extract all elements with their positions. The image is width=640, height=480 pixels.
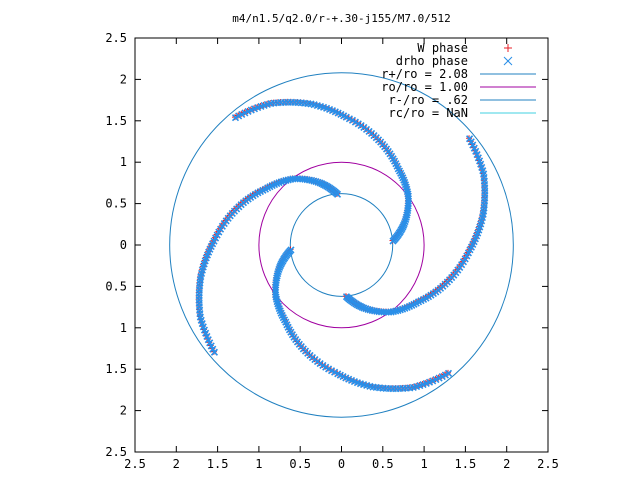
drho-phase-point: [465, 135, 474, 143]
y-tick-label: 0.5: [105, 197, 127, 211]
drho-phase-point: [231, 114, 240, 122]
reference-circle: [289, 193, 394, 297]
drho-phase-point: [360, 304, 368, 312]
x-tick-label: 0: [338, 457, 345, 471]
x-tick-label: 2: [503, 457, 510, 471]
drho-phase-point: [210, 348, 219, 356]
axis-ticks: 2.5 2 1.5 1 0.5 0 0.5 1 1.5 2 2.52.521.510.500.511…: [105, 31, 559, 471]
y-tick-label: 2.5: [105, 445, 127, 459]
legend-label: drho phase: [396, 54, 468, 68]
legend-label: rc/ro = NaN: [389, 106, 468, 120]
legend-label: W phase: [417, 41, 468, 55]
y-tick-label: 2: [120, 404, 127, 418]
legend-label: r+/ro = 2.08: [381, 67, 468, 81]
drho-phase-point: [444, 369, 453, 377]
legend-label: r-/ro = .62: [389, 93, 468, 107]
drho-phase-point: [276, 263, 284, 271]
x-tick-label: 1.5: [207, 457, 229, 471]
x-tick-label: 1.5: [455, 457, 477, 471]
reference-circles: [169, 72, 514, 418]
y-tick-label: 1: [120, 321, 127, 335]
x-tick-label: 2: [173, 457, 180, 471]
x-tick-label: 1: [420, 457, 427, 471]
y-tick-label: 2.5: [105, 31, 127, 45]
reference-circle: [258, 161, 425, 329]
y-tick-label: 0: [120, 238, 127, 252]
x-tick-label: 2.5: [124, 457, 146, 471]
x-tick-label: 0.5: [372, 457, 394, 471]
drho-phase-point: [400, 220, 408, 228]
y-tick-label: 0.5: [105, 279, 127, 293]
reference-circle: [169, 72, 514, 418]
chart-title: m4/n1.5/q2.0/r-+.30-j155/M7.0/512: [232, 12, 451, 25]
x-tick-label: 2.5: [537, 457, 559, 471]
legend-label: ro/ro = 1.00: [381, 80, 468, 94]
data-points: [195, 98, 489, 393]
y-tick-label: 1: [120, 155, 127, 169]
y-tick-label: 1.5: [105, 362, 127, 376]
y-tick-label: 2: [120, 72, 127, 86]
legend-swatch: [503, 56, 513, 66]
x-tick-label: 1: [255, 457, 262, 471]
y-tick-label: 1.5: [105, 114, 127, 128]
x-tick-label: 0.5: [289, 457, 311, 471]
drho-phase-point: [316, 179, 324, 187]
